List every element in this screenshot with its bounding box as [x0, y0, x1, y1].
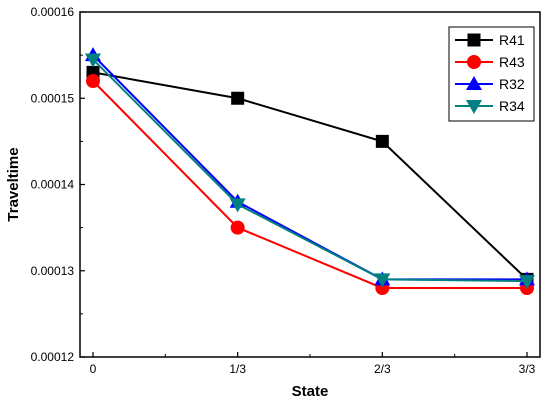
y-tick-label: 0.00015: [31, 91, 75, 105]
y-tick-label: 0.00016: [31, 5, 75, 19]
x-tick-label: 0: [90, 362, 97, 376]
series-layer: [85, 47, 535, 295]
legend-label-r34: R34: [499, 98, 525, 114]
x-tick-label: 1/3: [229, 362, 246, 376]
data-point-r41: [375, 134, 389, 148]
data-point-r34: [85, 53, 101, 68]
legend-item-r32: R32: [455, 76, 525, 92]
legend-label-r43: R43: [499, 54, 525, 70]
legend-item-r41: R41: [455, 32, 525, 48]
series-line-r34: [92, 58, 528, 283]
legend-label-r32: R32: [499, 76, 525, 92]
data-point-r41: [231, 91, 245, 105]
x-axis-title: State: [292, 383, 329, 400]
y-tick-label: 0.00013: [31, 264, 75, 278]
y-axis-title: Traveltime: [5, 147, 22, 221]
series-line-r43: [92, 80, 527, 289]
x-tick-label: 3/3: [519, 362, 536, 376]
data-point-r43: [86, 74, 100, 88]
series-line-r41: [92, 71, 528, 281]
data-point-r34: [374, 273, 391, 288]
legend-item-r43: R43: [455, 54, 525, 70]
y-tick-label: 0.00014: [31, 178, 75, 192]
y-tick-label: 0.00012: [31, 350, 75, 364]
legend: R41 R43 R32 R34: [448, 26, 535, 122]
data-point-r34: [519, 275, 535, 290]
legend-marker-r34: [466, 100, 482, 114]
data-point-r34: [229, 198, 246, 213]
x-axis: 0 1/3 2/3 3/3: [90, 352, 536, 376]
series-r34: [85, 53, 535, 290]
x-tick-label: 2/3: [374, 362, 391, 376]
legend-marker-r43: [467, 55, 481, 69]
legend-item-r34: R34: [455, 98, 525, 114]
legend-marker-r41: [467, 33, 481, 47]
y-axis: 0.00012 0.00013 0.00014 0.00015 0.00016: [31, 5, 85, 364]
legend-label-r41: R41: [499, 32, 525, 48]
legend-marker-r32: [466, 76, 482, 90]
data-point-r43: [230, 220, 245, 235]
